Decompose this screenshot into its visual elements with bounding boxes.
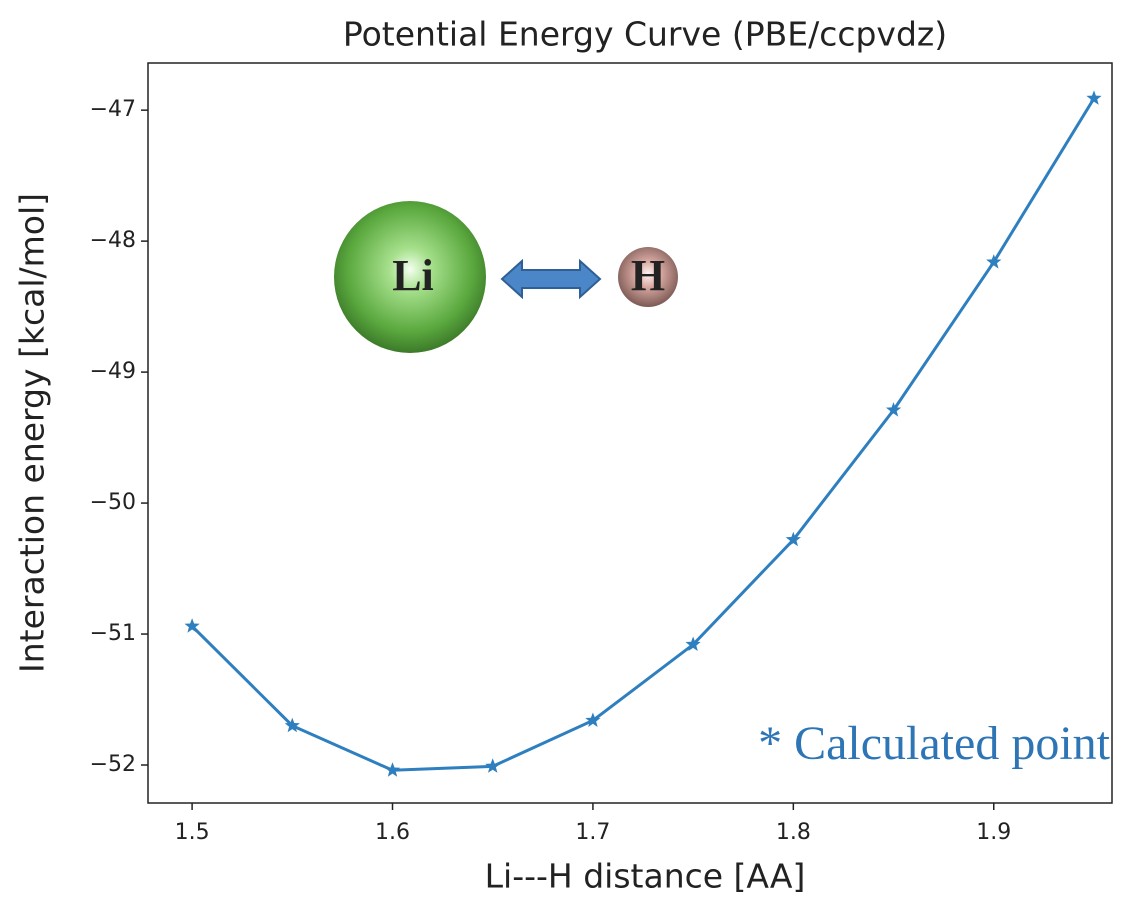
point-marker	[885, 402, 902, 417]
point-marker	[1086, 90, 1102, 105]
marker-note: * Calculated point	[758, 717, 1111, 770]
point-marker	[986, 254, 1002, 269]
x-tick-label: 1.8	[776, 820, 811, 845]
chart-title: Potential Energy Curve (PBE/ccpvdz)	[343, 15, 947, 54]
y-tick-label: −52	[90, 752, 136, 777]
li-label: Li	[392, 251, 434, 300]
x-tick-label: 1.7	[575, 820, 610, 845]
h-label: H	[631, 251, 665, 300]
x-tick-label: 1.6	[375, 820, 410, 845]
h-atom	[618, 247, 678, 307]
series-line	[191, 97, 1096, 772]
x-tick-label: 1.9	[976, 820, 1011, 845]
li-atom	[334, 201, 486, 353]
x-axis-label: Li---H distance [AA]	[485, 857, 806, 896]
double-arrow	[500, 258, 602, 300]
point-marker	[685, 636, 701, 651]
y-tick-label: −50	[90, 490, 136, 515]
x-tick-label: 1.5	[175, 820, 210, 845]
y-tick-label: −51	[90, 621, 136, 646]
point-marker	[785, 531, 801, 547]
point-marker	[585, 712, 601, 727]
point-marker	[384, 762, 401, 777]
point-marker	[284, 717, 300, 733]
point-marker	[184, 618, 200, 633]
molecule-illustration: Li H	[334, 201, 678, 353]
y-tick-label: −48	[90, 228, 136, 253]
plot-frame	[147, 62, 1113, 804]
y-tick-label: −49	[90, 359, 136, 384]
y-tick-label: −47	[90, 97, 136, 122]
point-marker	[485, 758, 501, 773]
y-axis-label: Interaction energy [kcal/mol]	[13, 193, 52, 673]
